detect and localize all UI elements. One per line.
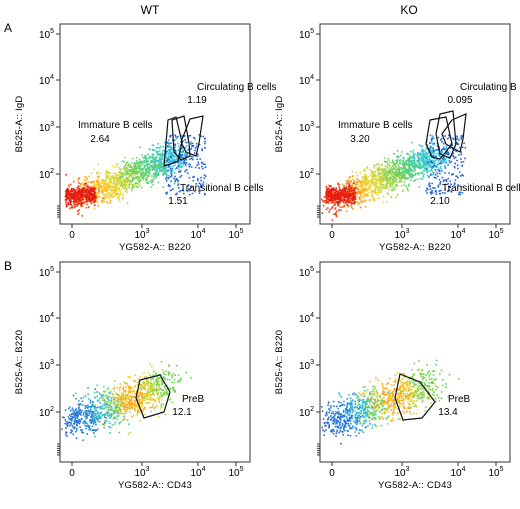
y-tick-label: 104 <box>39 312 54 325</box>
gate-preb <box>394 373 436 421</box>
x-tick-label: 104 <box>190 228 205 241</box>
y-tick-label: 103 <box>39 121 54 134</box>
x-tick-label: 103 <box>134 228 149 241</box>
column-title-ko: KO <box>400 3 417 17</box>
y-tick-label: 103 <box>299 121 314 134</box>
event-cloud <box>321 359 460 445</box>
gate-value-label: 13.4 <box>438 407 458 418</box>
y-tick-label: 102 <box>39 168 54 181</box>
gate-name-label: PreB <box>182 394 205 405</box>
x-tick-label: 0 <box>69 468 75 479</box>
gate-circulating-b-cells <box>425 116 453 160</box>
gate-name-label: Transitional B cells <box>180 183 264 194</box>
gate-name-label: PreB <box>448 394 471 405</box>
gate-name-label: Immature B cells <box>338 120 412 131</box>
plot-frame <box>319 261 511 463</box>
gate-immature-b-cells <box>441 113 467 153</box>
column-title-wt: WT <box>141 3 160 17</box>
y-axis-label: B525-A:: IgD <box>274 96 285 153</box>
gate-value-label: 2.64 <box>90 134 110 145</box>
y-axis-label: B525-A:: IgD <box>14 96 25 153</box>
x-tick-label: 103 <box>394 228 409 241</box>
x-tick-label: 0 <box>329 468 335 479</box>
x-tick-label: 105 <box>488 228 503 241</box>
gate-transitional-b-cells <box>435 110 457 159</box>
gate-name-label: Circulating B cells <box>460 82 520 93</box>
x-tick-label: 104 <box>450 228 465 241</box>
panel-a-wt: Circulating B cells 1.19 Immature B cells 2… <box>14 23 276 253</box>
x-tick-label: 104 <box>190 466 205 479</box>
y-tick-label: 105 <box>39 266 54 279</box>
x-tick-label: 105 <box>488 466 503 479</box>
y-tick-label: 103 <box>299 359 314 372</box>
x-axis-label: YG582-A:: B220 <box>119 242 191 253</box>
gate-value-label: 2.10 <box>430 196 450 207</box>
gate-name-label: Transitional B cells <box>442 183 520 194</box>
gate-name-label: Circulating B cells <box>197 82 276 93</box>
x-tick-label: 105 <box>228 228 243 241</box>
x-tick-label: 104 <box>450 466 465 479</box>
y-tick-label: 102 <box>299 168 314 181</box>
x-tick-label: 103 <box>134 466 149 479</box>
y-tick-label: 104 <box>39 74 54 87</box>
x-tick-label: 105 <box>228 466 243 479</box>
x-tick-label: 103 <box>394 466 409 479</box>
gate-circulating-b-cells <box>163 116 183 167</box>
y-axis-label: B525-A:: B220 <box>14 330 25 394</box>
y-tick-label: 105 <box>39 28 54 41</box>
gate-value-label: 3.20 <box>350 134 370 145</box>
event-cloud <box>61 360 192 442</box>
event-cloud <box>321 134 467 221</box>
y-tick-label: 105 <box>299 28 314 41</box>
plot-frame <box>59 261 251 463</box>
y-tick-label: 105 <box>299 266 314 279</box>
x-axis-label: YG582-A:: CD43 <box>378 480 452 491</box>
gate-transitional-b-cells <box>171 115 191 161</box>
row-letter-b: B <box>4 259 12 273</box>
y-axis-label: B525-A:: B220 <box>274 330 285 394</box>
y-tick-label: 103 <box>39 359 54 372</box>
gate-value-label: 0.095 <box>447 95 472 106</box>
row-letter-a: A <box>4 21 12 35</box>
x-tick-label: 0 <box>329 230 335 241</box>
panel-a-ko: Circulating B cells 0.095 Immature B cells… <box>274 23 520 253</box>
y-tick-label: 104 <box>299 312 314 325</box>
y-tick-label: 104 <box>299 74 314 87</box>
event-cloud <box>64 134 207 217</box>
y-tick-label: 102 <box>39 406 54 419</box>
gate-immature-b-cells <box>180 115 204 157</box>
x-axis-label: YG582-A:: CD43 <box>118 480 192 491</box>
x-axis-label: YG582-A:: B220 <box>379 242 451 253</box>
y-tick-label: 102 <box>299 406 314 419</box>
gate-name-label: Immature B cells <box>78 120 152 131</box>
x-tick-label: 0 <box>69 230 75 241</box>
gate-value-label: 1.51 <box>168 196 188 207</box>
gate-preb <box>135 374 171 419</box>
gate-value-label: 1.19 <box>187 95 207 106</box>
gate-value-label: 12.1 <box>172 407 192 418</box>
